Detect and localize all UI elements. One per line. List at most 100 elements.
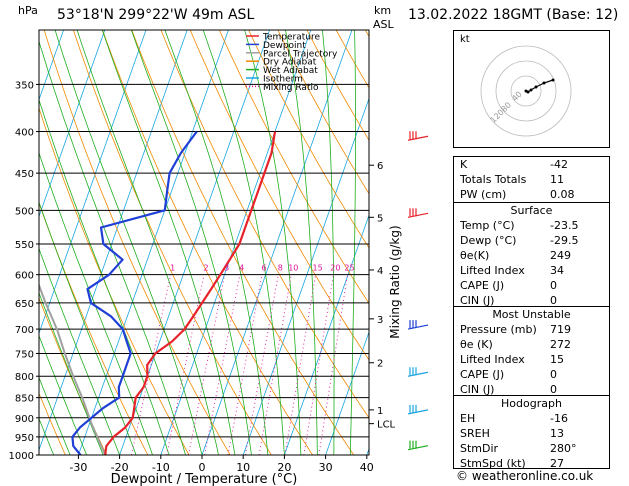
index-label: PW (cm) — [460, 188, 507, 201]
wet-adiabat-line — [101, 30, 236, 455]
wind-barb — [407, 445, 429, 451]
hodo-value: 27 — [550, 457, 564, 470]
copyright-footer: © weatheronline.co.uk — [456, 469, 594, 483]
mu-label: Lifted Index — [460, 353, 525, 366]
pressure-tick-label: 550 — [15, 240, 34, 251]
pressure-tick-label: 350 — [15, 80, 34, 91]
temperature-tick-label: 30 — [319, 461, 333, 474]
km-tick-label: 4 — [377, 266, 383, 277]
dry-adiabat-line — [277, 30, 369, 195]
wind-barb — [407, 371, 429, 377]
mu-label: CAPE (J) — [460, 368, 505, 381]
pressure-tick-label: 800 — [15, 372, 34, 383]
legend-entry: Wet Adiabat — [263, 66, 318, 76]
index-label: K — [460, 158, 468, 171]
temperature-line — [104, 131, 277, 455]
isotherm-line — [284, 214, 369, 455]
wet-adiabat-line — [39, 376, 71, 455]
datetime-title: 13.02.2022 18GMT (Base: 12) — [408, 7, 619, 23]
wet-adiabat-line — [285, 30, 318, 455]
mixing-ratio-line — [130, 274, 172, 455]
legend-entry: Dewpoint — [263, 41, 306, 51]
isotherm-line — [78, 30, 229, 455]
index-value: 11 — [550, 173, 564, 186]
x-axis-label: Dewpoint / Temperature (°C) — [111, 472, 298, 486]
km-tick-label: 6 — [377, 161, 383, 172]
dry-adiabat-line — [102, 30, 313, 455]
surface-label: Dewp (°C) — [460, 234, 517, 247]
mu-value: 15 — [550, 353, 564, 366]
legend-entry: Parcel Trajectory — [263, 49, 338, 59]
most-unstable-panel: Most Unstable Pressure (mb) 719 θe (K) 272… — [453, 306, 610, 396]
hodo-value: 13 — [550, 427, 564, 440]
km-tick-label: 5 — [377, 213, 383, 224]
km-unit-label: km — [374, 4, 392, 17]
dry-adiabat-line — [43, 30, 231, 455]
mixing-ratio-label: 20 — [330, 264, 340, 273]
surface-value: -23.5 — [550, 219, 579, 232]
dry-adiabat-line — [39, 392, 66, 455]
surface-title: Surface — [510, 204, 553, 217]
mixing-ratio-line — [258, 274, 292, 455]
parcel-trajectory-line — [39, 282, 107, 455]
hodograph-indices-panel: Hodograph EH -16 SREH 13 StmDir 280° StmSpd… — [453, 395, 610, 470]
mu-label: Pressure (mb) — [460, 323, 537, 336]
mixing-ratio-label: 6 — [261, 264, 266, 273]
surface-value: 0 — [550, 294, 557, 307]
temperature-tick-label: -20 — [111, 461, 129, 474]
pressure-tick-label: 400 — [15, 128, 34, 139]
wet-adiabat-line — [76, 30, 219, 455]
km-tick-label: 2 — [377, 359, 383, 370]
surface-label: Lifted Index — [460, 264, 525, 277]
mixing-ratio-label: 3 — [224, 264, 229, 273]
mixing-ratio-line — [244, 274, 279, 455]
hodo-value: -16 — [550, 412, 568, 425]
pressure-tick-label: 900 — [15, 414, 34, 425]
surface-value: 0 — [550, 279, 557, 292]
temperature-tick-label: -10 — [152, 461, 170, 474]
pressure-tick-label: 750 — [15, 349, 34, 360]
hodograph-ring — [480, 45, 572, 137]
pressure-tick-label: 950 — [15, 433, 34, 444]
mixing-ratio-line — [303, 274, 334, 455]
temperature-tick-label: -30 — [69, 461, 87, 474]
isotherm-line — [242, 97, 369, 455]
hodograph-point — [551, 78, 555, 82]
wind-barb — [407, 409, 429, 415]
surface-value: 249 — [550, 249, 571, 262]
dry-adiabat-line — [160, 30, 369, 419]
wet-adiabat-line — [39, 40, 186, 455]
mu-value: 0 — [550, 383, 557, 396]
mixing-ratio-label: 4 — [239, 264, 244, 273]
surface-label: Temp (°C) — [460, 219, 515, 232]
temperature-tick-label: 10 — [236, 461, 250, 474]
temperature-tick-label: 20 — [277, 461, 291, 474]
isotherm-line — [201, 30, 353, 455]
hodograph-ring-label: 40 — [510, 90, 524, 104]
plot-frame — [38, 29, 370, 456]
wet-adiabat-line — [39, 98, 170, 455]
mixing-ratio-label: 10 — [288, 264, 298, 273]
hpa-unit-label: hPa — [18, 4, 38, 17]
hodograph-title: Hodograph — [501, 397, 562, 410]
km-tick-label: LCL — [377, 420, 396, 431]
pressure-tick-label: 600 — [15, 271, 34, 282]
mu-value: 272 — [550, 338, 571, 351]
surface-label: CIN (J) — [460, 294, 495, 307]
hodo-label: StmSpd (kt) — [460, 457, 526, 470]
wet-adiabat-line — [202, 30, 285, 455]
pressure-tick-label: 650 — [15, 299, 34, 310]
legend-entry: Dry Adiabat — [263, 58, 317, 68]
temperature-tick-label: 0 — [199, 461, 206, 474]
mixing-ratio-label: 1 — [170, 264, 175, 273]
km-tick-label: 1 — [377, 406, 383, 417]
temperature-tick-label: 40 — [360, 461, 374, 474]
station-location: 53°18'N 299°22'W 49m ASL — [57, 7, 255, 23]
mixing-ratio-line — [166, 274, 205, 455]
isotherm-line — [39, 30, 188, 452]
dewpoint-line — [71, 130, 198, 455]
mu-label: CIN (J) — [460, 383, 495, 396]
asl-unit-label: ASL — [373, 18, 394, 31]
hodo-label: SREH — [460, 427, 490, 440]
mixing-ratio-label: 15 — [312, 264, 322, 273]
